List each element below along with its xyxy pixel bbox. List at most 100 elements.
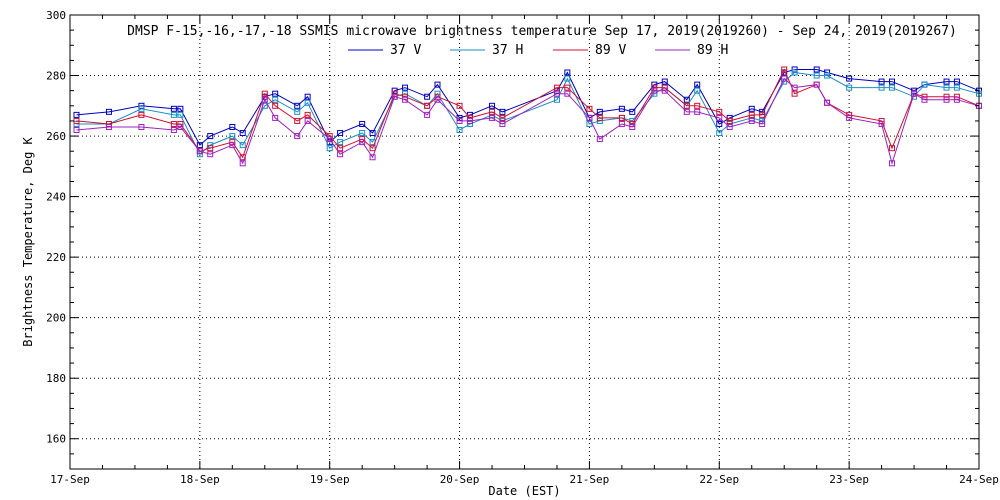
y-tick-label: 180: [46, 372, 66, 385]
y-tick-label: 200: [46, 312, 66, 325]
data-point: [748, 117, 755, 124]
data-point: [921, 96, 928, 103]
y-tick-label: 300: [46, 9, 66, 22]
data-point: [629, 108, 636, 115]
data-point: [138, 105, 145, 112]
chart-title: DMSP F-15,-16,-17,-18 SSMIS microwave br…: [127, 24, 957, 39]
data-point: [618, 105, 625, 112]
data-point: [170, 120, 177, 127]
data-point: [326, 136, 333, 143]
data-point: [369, 145, 376, 152]
data-point: [359, 130, 366, 137]
data-point: [294, 102, 301, 109]
data-point: [846, 114, 853, 121]
data-point: [196, 142, 203, 149]
data-point: [618, 114, 625, 121]
data-point: [694, 108, 701, 115]
legend-item: 89 V: [553, 43, 626, 58]
series-89-h: [73, 75, 982, 167]
y-tick-label: 280: [46, 70, 66, 83]
data-point: [953, 78, 960, 85]
data-point: [337, 145, 344, 152]
data-point: [813, 72, 820, 79]
data-point: [596, 114, 603, 121]
data-point: [337, 151, 344, 158]
x-tick-label: 19-Sep: [310, 473, 350, 486]
data-point: [170, 105, 177, 112]
data-point: [73, 127, 80, 134]
data-point: [661, 87, 668, 94]
data-point: [586, 105, 593, 112]
data-point: [73, 120, 80, 127]
data-point: [337, 139, 344, 146]
data-point: [499, 108, 506, 115]
legend-label: 89 H: [697, 43, 728, 58]
data-point: [716, 130, 723, 137]
data-point: [229, 123, 236, 130]
data-point: [694, 81, 701, 88]
data-point: [489, 114, 496, 121]
x-tick-label: 20-Sep: [440, 473, 480, 486]
data-point: [177, 123, 184, 130]
data-point: [726, 123, 733, 130]
data-point: [791, 66, 798, 73]
data-point: [489, 102, 496, 109]
data-point: [943, 84, 950, 91]
data-point: [424, 102, 431, 109]
data-point: [694, 102, 701, 109]
legend-item: 37 V: [348, 43, 421, 58]
data-point: [846, 75, 853, 82]
data-point: [402, 84, 409, 91]
data-point: [138, 123, 145, 130]
data-point: [105, 120, 112, 127]
y-tick-label: 160: [46, 433, 66, 446]
x-tick-label: 23-Sep: [829, 473, 869, 486]
data-point: [716, 120, 723, 127]
x-tick-label: 18-Sep: [180, 473, 220, 486]
data-point: [456, 127, 463, 134]
data-point: [596, 108, 603, 115]
data-point: [791, 90, 798, 97]
data-point: [207, 151, 214, 158]
legend-label: 89 V: [595, 43, 626, 58]
data-point: [564, 90, 571, 97]
legend: 37 V 37 H 89 V 89 H: [348, 43, 728, 58]
data-point: [105, 123, 112, 130]
data-point: [888, 145, 895, 152]
data-point: [326, 145, 333, 152]
data-point: [359, 120, 366, 127]
data-point: [878, 117, 885, 124]
data-point: [683, 102, 690, 109]
data-point: [726, 117, 733, 124]
data-point: [489, 108, 496, 115]
series-line: [76, 71, 980, 156]
data-point: [911, 90, 918, 97]
data-point: [759, 120, 766, 127]
data-point: [499, 120, 506, 127]
data-point: [748, 111, 755, 118]
data-point: [207, 133, 214, 140]
data-point: [813, 81, 820, 88]
data-point: [304, 93, 311, 100]
data-point: [304, 117, 311, 124]
data-point: [553, 84, 560, 91]
data-point: [716, 114, 723, 121]
data-point: [651, 84, 658, 91]
data-point: [294, 133, 301, 140]
y-tick-label: 260: [46, 130, 66, 143]
y-axis-label: Brightness Temperature, Deg K: [21, 136, 35, 346]
data-point: [553, 90, 560, 97]
x-tick-label: 24-Sep: [959, 473, 999, 486]
data-point: [73, 111, 80, 118]
data-point: [564, 69, 571, 76]
data-point: [177, 111, 184, 118]
data-point: [239, 142, 246, 149]
data-point: [434, 96, 441, 103]
data-point: [781, 66, 788, 73]
data-point: [239, 160, 246, 167]
data-point: [683, 108, 690, 115]
data-point: [456, 102, 463, 109]
data-point: [953, 96, 960, 103]
data-point: [170, 111, 177, 118]
